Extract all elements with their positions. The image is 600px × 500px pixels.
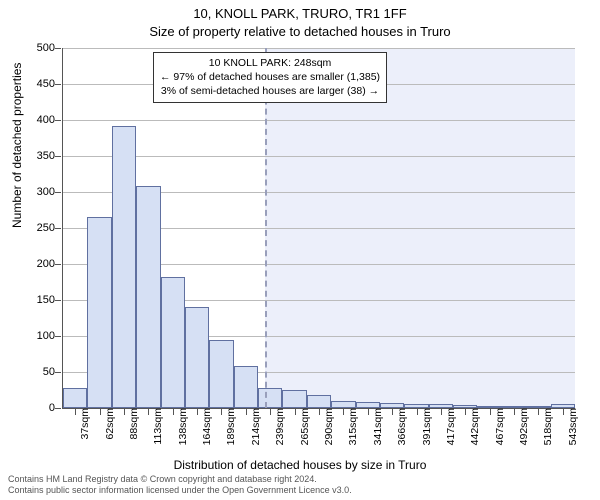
x-tick <box>221 409 222 415</box>
x-tick <box>270 409 271 415</box>
x-tick-label: 492sqm <box>518 408 530 445</box>
x-tick-label: 239sqm <box>274 408 286 445</box>
x-tick <box>417 409 418 415</box>
histogram-bar <box>136 186 160 408</box>
x-tick-label: 417sqm <box>445 408 457 445</box>
x-tick <box>173 409 174 415</box>
x-tick <box>124 409 125 415</box>
x-tick-label: 315sqm <box>347 408 359 445</box>
footer-attribution: Contains HM Land Registry data © Crown c… <box>8 474 352 496</box>
y-tick-label: 0 <box>23 402 55 414</box>
x-axis-title: Distribution of detached houses by size … <box>0 458 600 472</box>
x-tick <box>392 409 393 415</box>
y-tick <box>55 156 61 157</box>
y-axis-title: Number of detached properties <box>10 63 24 228</box>
histogram-bar <box>185 307 209 408</box>
x-tick <box>538 409 539 415</box>
x-tick <box>514 409 515 415</box>
footer-line-1: Contains HM Land Registry data © Crown c… <box>8 474 352 485</box>
annotation-line: 10 KNOLL PARK: 248sqm <box>160 56 380 70</box>
y-tick <box>55 408 61 409</box>
y-tick-label: 300 <box>23 186 55 198</box>
histogram-bar <box>331 401 355 408</box>
x-tick-label: 113sqm <box>152 408 164 445</box>
histogram-bar <box>209 340 233 408</box>
x-tick-label: 37sqm <box>79 408 91 440</box>
x-tick-label: 138sqm <box>177 408 189 445</box>
y-tick-label: 200 <box>23 258 55 270</box>
x-tick-label: 341sqm <box>372 408 384 445</box>
annotation-line: 3% of semi-detached houses are larger (3… <box>160 84 380 98</box>
x-tick-label: 442sqm <box>469 408 481 445</box>
y-tick <box>55 228 61 229</box>
y-tick-label: 450 <box>23 78 55 90</box>
x-tick-label: 467sqm <box>494 408 506 445</box>
histogram-bar <box>307 395 331 408</box>
x-tick <box>148 409 149 415</box>
histogram-bar <box>63 388 87 408</box>
y-tick-label: 250 <box>23 222 55 234</box>
x-tick-label: 391sqm <box>421 408 433 445</box>
x-tick <box>490 409 491 415</box>
x-tick-label: 265sqm <box>299 408 311 445</box>
x-tick <box>343 409 344 415</box>
x-tick <box>441 409 442 415</box>
y-tick-label: 400 <box>23 114 55 126</box>
gridline-h <box>63 156 575 157</box>
x-tick-label: 366sqm <box>396 408 408 445</box>
footer-line-2: Contains public sector information licen… <box>8 485 352 496</box>
x-tick <box>100 409 101 415</box>
y-tick-label: 50 <box>23 366 55 378</box>
histogram-bar <box>87 217 111 408</box>
x-tick <box>197 409 198 415</box>
x-tick <box>295 409 296 415</box>
gridline-h <box>63 120 575 121</box>
x-tick <box>319 409 320 415</box>
x-tick-label: 214sqm <box>250 408 262 445</box>
x-tick <box>246 409 247 415</box>
x-tick-label: 189sqm <box>225 408 237 445</box>
y-tick <box>55 48 61 49</box>
histogram-bar <box>258 388 282 408</box>
y-tick <box>55 120 61 121</box>
x-tick-label: 543sqm <box>567 408 579 445</box>
plot-area: 05010015020025030035040045050037sqm62sqm… <box>62 48 575 409</box>
x-tick-label: 62sqm <box>104 408 116 440</box>
y-tick-label: 150 <box>23 294 55 306</box>
y-tick <box>55 192 61 193</box>
x-tick <box>368 409 369 415</box>
x-tick-label: 290sqm <box>323 408 335 445</box>
chart-title-sub: Size of property relative to detached ho… <box>0 24 600 39</box>
y-tick <box>55 336 61 337</box>
y-tick-label: 350 <box>23 150 55 162</box>
y-tick <box>55 264 61 265</box>
x-tick <box>75 409 76 415</box>
x-tick-label: 518sqm <box>542 408 554 445</box>
y-tick <box>55 84 61 85</box>
chart-title-main: 10, KNOLL PARK, TRURO, TR1 1FF <box>0 6 600 21</box>
histogram-bar <box>234 366 258 408</box>
y-tick <box>55 300 61 301</box>
x-tick <box>465 409 466 415</box>
histogram-bar <box>112 126 136 408</box>
x-tick-label: 88sqm <box>128 408 140 440</box>
y-tick-label: 500 <box>23 42 55 54</box>
annotation-line: ← 97% of detached houses are smaller (1,… <box>160 70 380 84</box>
chart-container: 10, KNOLL PARK, TRURO, TR1 1FF Size of p… <box>0 0 600 500</box>
histogram-bar <box>282 390 306 408</box>
gridline-h <box>63 48 575 49</box>
x-tick <box>563 409 564 415</box>
annotation-box: 10 KNOLL PARK: 248sqm← 97% of detached h… <box>153 52 387 103</box>
x-tick-label: 164sqm <box>201 408 213 445</box>
histogram-bar <box>161 277 185 408</box>
y-tick <box>55 372 61 373</box>
y-tick-label: 100 <box>23 330 55 342</box>
